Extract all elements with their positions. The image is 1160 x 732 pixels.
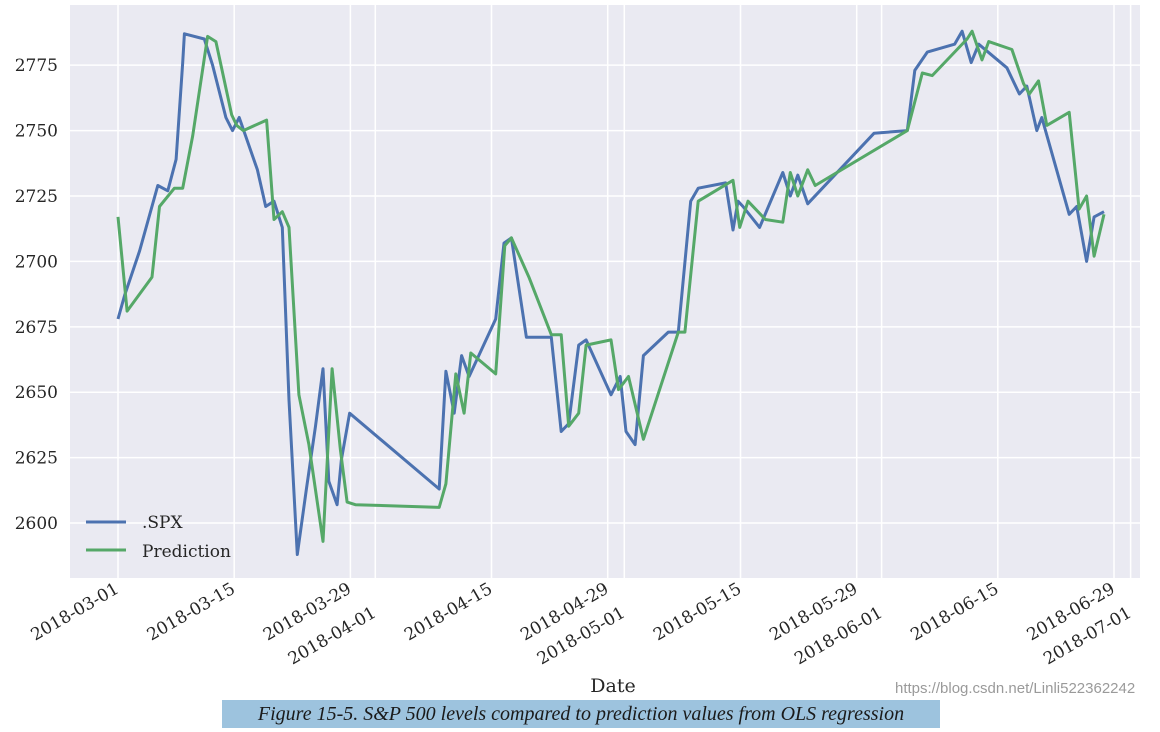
y-tick-label: 2600 — [15, 514, 58, 534]
y-tick-label: 2725 — [15, 187, 58, 207]
y-tick-label: 2775 — [15, 56, 58, 76]
x-tick-label: 2018-04-15 — [401, 579, 496, 645]
series-line-prediction — [116, 29, 1106, 543]
x-tick-label: 2018-05-15 — [650, 579, 745, 645]
y-tick-label: 2700 — [15, 252, 58, 272]
y-tick-label: 2625 — [15, 449, 58, 469]
line-chart: 2600 2625 2650 2675 2700 2725 2750 2775 2018-03… — [15, 5, 1140, 697]
y-tick-label: 2750 — [15, 122, 58, 142]
legend-label-prediction: Prediction — [142, 542, 231, 562]
x-tick-label: 2018-06-15 — [907, 579, 1002, 645]
legend: .SPX Prediction — [86, 513, 231, 562]
plot-background — [70, 5, 1140, 578]
y-tick-label: 2650 — [15, 383, 58, 403]
figure-caption: Figure 15-5. S&P 500 levels compared to … — [222, 700, 940, 728]
legend-label-spx: .SPX — [142, 513, 183, 533]
y-tick-label: 2675 — [15, 318, 58, 338]
x-tick-label: 2018-03-15 — [144, 579, 239, 645]
series-line-spx — [116, 29, 1105, 556]
watermark: https://blog.csdn.net/Linli522362242 — [895, 680, 1136, 697]
x-tick-label: 2018-03-01 — [28, 579, 123, 645]
x-axis-label: Date — [590, 675, 635, 697]
